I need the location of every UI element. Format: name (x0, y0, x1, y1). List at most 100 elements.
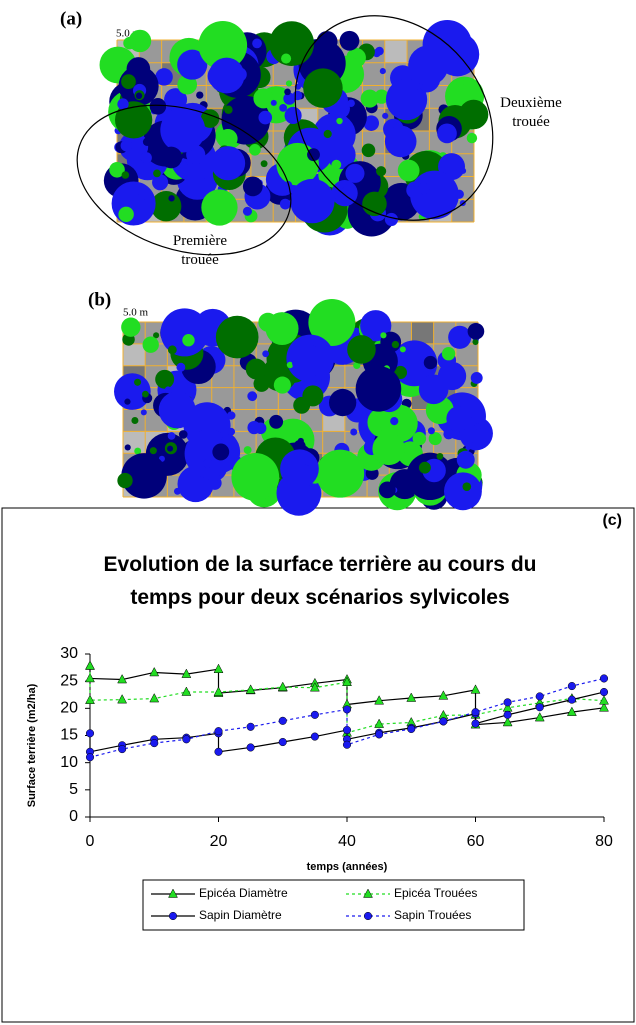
tree-crown (372, 432, 405, 466)
tree-crown (418, 461, 431, 474)
tree-crown (160, 308, 209, 357)
tree-crown (458, 99, 489, 130)
tree-crown (451, 394, 458, 401)
tree-crown (423, 355, 438, 370)
tree-crown (149, 98, 167, 115)
legend-label: Epicéa Diamètre (199, 886, 288, 900)
tree-crown (441, 346, 456, 361)
tree-crown (412, 431, 427, 446)
marker (374, 695, 385, 705)
chart-frame (1, 507, 635, 1023)
marker (439, 717, 448, 726)
tree-crown (307, 148, 320, 162)
tree-crown (273, 376, 291, 394)
tree-crown (142, 336, 159, 353)
tree-crown (134, 447, 142, 455)
tree-crown (242, 206, 253, 216)
marker (214, 747, 223, 756)
tree-crown (117, 472, 133, 489)
legend-label: Epicéa Trouées (394, 886, 477, 900)
tree-crown (153, 169, 161, 178)
marker (85, 694, 95, 704)
marker (150, 739, 159, 748)
panel-label: (c) (602, 512, 622, 529)
panel-label: (b) (88, 289, 111, 310)
y-tick-label: 20 (60, 700, 78, 717)
tree-crown (158, 391, 196, 429)
tree-crown (308, 298, 356, 346)
marker (278, 716, 287, 725)
annotation-ellipse (76, 104, 292, 256)
marker (245, 684, 256, 694)
marker (117, 694, 128, 704)
marker (85, 660, 95, 670)
tree-crown (304, 458, 312, 466)
tree-crown (252, 38, 262, 49)
tree-crown (160, 146, 183, 169)
tree-crown (350, 428, 358, 436)
tree-crown (224, 105, 233, 114)
tree-crown (150, 190, 182, 222)
tree-crown (466, 440, 473, 447)
tree-crown (265, 312, 299, 346)
tree-crown (448, 325, 472, 349)
tree-crown (118, 206, 134, 223)
tree-crown (114, 101, 153, 139)
tree-crown (121, 453, 167, 499)
tree-crown (286, 111, 295, 121)
tree-crown (280, 449, 319, 489)
marker (309, 682, 320, 692)
marker (310, 732, 319, 741)
tree-crown (363, 115, 380, 131)
tree-crown (196, 91, 204, 99)
tree-crown (138, 192, 146, 201)
marker (407, 724, 416, 734)
tree-crown (120, 139, 133, 152)
marker (535, 703, 544, 712)
tree-crown (329, 388, 357, 417)
marker (213, 663, 224, 673)
tree-crown (210, 146, 246, 181)
tree-crown (155, 375, 165, 384)
marker (566, 706, 577, 716)
marker (181, 686, 192, 696)
tree-crown (262, 350, 270, 358)
tree-crown (109, 162, 125, 178)
x-tick-label: 80 (595, 833, 613, 850)
marker (375, 730, 384, 739)
marker (149, 693, 160, 703)
tree-crown (212, 443, 230, 461)
tree-crown (361, 143, 376, 158)
marker (599, 702, 609, 712)
tree-crown (164, 386, 172, 393)
tree-crown (247, 391, 258, 402)
marker (278, 737, 287, 747)
tree-crown (336, 181, 345, 190)
tree-crown (391, 340, 400, 349)
tree-crown (385, 78, 428, 121)
tree-crown (281, 53, 292, 64)
tree-crown (284, 88, 291, 96)
tree-crown (286, 361, 294, 369)
tree-crown (123, 36, 136, 50)
tree-crown (462, 482, 472, 491)
tree-crown (121, 74, 136, 89)
tree-crown (201, 189, 238, 226)
marker (567, 682, 576, 691)
tree-crown (316, 449, 365, 498)
tree-crown (124, 398, 131, 405)
tree-crown (168, 195, 175, 202)
y-tick-label: 10 (60, 754, 78, 771)
tree-crown (331, 180, 358, 207)
marker (502, 716, 513, 727)
tree-crown (355, 365, 402, 412)
tree-crown (245, 358, 267, 380)
series-line (89, 677, 605, 758)
tree-crown (269, 414, 284, 429)
tree-crown (427, 427, 435, 435)
tree-crown (300, 65, 309, 74)
y-tick-label: 30 (60, 645, 78, 662)
tree-crown (189, 79, 197, 87)
tree-crown (339, 30, 360, 51)
